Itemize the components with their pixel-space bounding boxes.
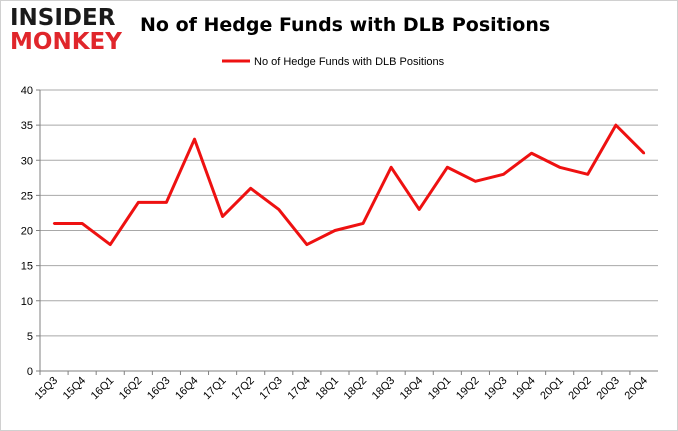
x-tick-label-17Q4: 17Q4 [285, 375, 313, 403]
y-tick-label-5: 5 [27, 331, 33, 343]
x-tick-label-15Q4: 15Q4 [61, 375, 89, 403]
data-point-16Q4 [193, 137, 196, 141]
x-tick-label-16Q1: 16Q1 [89, 375, 117, 403]
y-tick-label-15: 15 [21, 261, 33, 273]
data-point-16Q1 [109, 243, 112, 246]
x-tick-label-19Q1: 19Q1 [426, 375, 454, 403]
x-tick-label-18Q3: 18Q3 [370, 375, 398, 403]
x-tick-label-18Q4: 18Q4 [398, 375, 426, 403]
x-tick-label-19Q4: 19Q4 [510, 375, 538, 403]
x-tick-label-19Q2: 19Q2 [454, 375, 482, 403]
series-group [52, 123, 646, 247]
x-tick-label-20Q1: 20Q1 [538, 375, 566, 403]
x-tick-label-20Q4: 20Q4 [623, 375, 651, 403]
chart-title: No of Hedge Funds with DLB Positions [140, 14, 551, 36]
x-tick-label-16Q2: 16Q2 [117, 375, 145, 403]
data-point-19Q1 [446, 166, 449, 169]
data-point-17Q1 [221, 215, 224, 218]
data-point-18Q2 [361, 222, 365, 225]
data-point-16Q3 [165, 201, 168, 204]
data-point-19Q2 [474, 180, 477, 183]
logo-line-insider: INSIDER [10, 5, 116, 31]
data-point-18Q4 [418, 208, 421, 211]
y-tick-label-10: 10 [21, 296, 33, 308]
data-point-20Q2 [586, 173, 589, 176]
x-tick-label-19Q3: 19Q3 [482, 375, 510, 403]
y-tick-label-30: 30 [21, 155, 33, 167]
legend-label: No of Hedge Funds with DLB Positions [254, 56, 445, 68]
data-point-17Q2 [249, 187, 252, 190]
y-tick-label-40: 40 [21, 85, 33, 97]
y-tick-label-35: 35 [21, 120, 33, 132]
y-axis-ticks: 0 5 10 15 20 25 30 35 40 [21, 85, 40, 378]
logo-line-monkey: MONKEY [10, 29, 122, 55]
data-point-15Q4 [80, 222, 84, 225]
x-axis-ticks: 15Q3 15Q4 16Q1 16Q2 16Q3 16Q4 17Q1 17Q2 17Q3 17Q4… [33, 371, 650, 402]
x-tick-label-17Q3: 17Q3 [257, 375, 285, 403]
series-line-0 [54, 123, 646, 247]
x-tick-label-17Q2: 17Q2 [229, 375, 257, 403]
y-tick-label-20: 20 [21, 226, 33, 238]
data-point-17Q4 [305, 243, 309, 246]
data-point-20Q4 [642, 152, 646, 155]
y-tick-label-25: 25 [21, 190, 33, 202]
x-tick-label-16Q3: 16Q3 [145, 375, 173, 403]
x-tick-label-20Q2: 20Q2 [566, 375, 594, 403]
data-point-18Q3 [389, 166, 393, 169]
data-point-19Q4 [530, 152, 533, 155]
x-tick-label-15Q3: 15Q3 [33, 375, 61, 403]
data-point-19Q3 [502, 173, 505, 176]
y-tick-label-0: 0 [27, 366, 33, 378]
data-point-15Q3 [52, 222, 56, 225]
data-point-16Q2 [137, 201, 140, 204]
gridlines [39, 89, 658, 372]
data-point-18Q1 [333, 229, 337, 232]
x-tick-label-18Q2: 18Q2 [342, 375, 370, 403]
legend: No of Hedge Funds with DLB Positions [222, 56, 445, 68]
insider-monkey-logo: INSIDER MONKEY [10, 6, 128, 54]
data-point-20Q1 [558, 166, 561, 169]
x-tick-label-17Q1: 17Q1 [201, 375, 229, 403]
x-tick-label-20Q3: 20Q3 [594, 375, 622, 403]
x-tick-label-16Q4: 16Q4 [173, 375, 201, 403]
data-point-17Q3 [277, 208, 280, 211]
x-tick-label-18Q1: 18Q1 [314, 375, 342, 403]
data-point-20Q3 [614, 123, 618, 127]
